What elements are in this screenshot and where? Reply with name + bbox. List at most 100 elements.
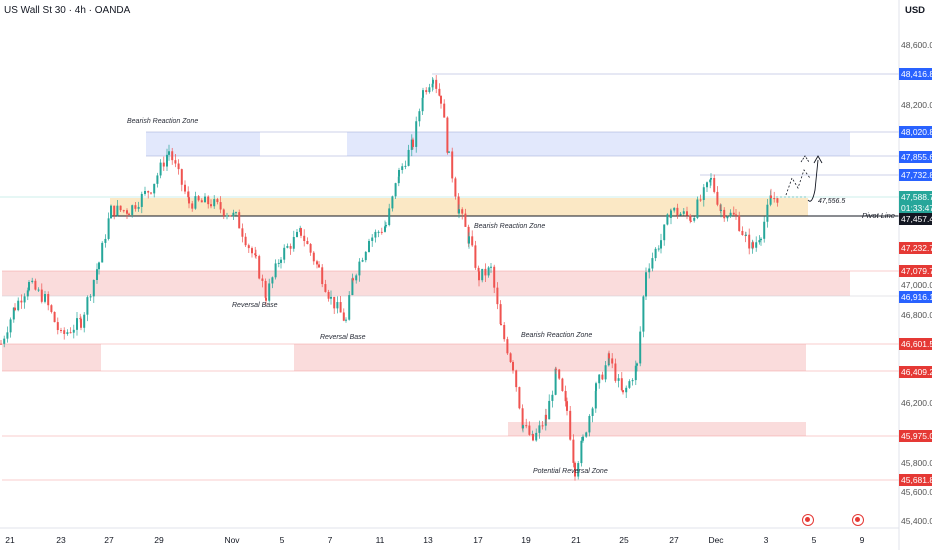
candle-body [174, 160, 177, 164]
candle-body [69, 332, 72, 334]
candle-body [333, 296, 336, 309]
price-badge: 48,020.8 [899, 126, 932, 138]
date-tick: Dec [708, 535, 724, 545]
candle-body [538, 425, 541, 433]
candle-body [296, 231, 298, 237]
candle-body [241, 228, 244, 237]
candle-body [98, 262, 100, 270]
candle-body [693, 217, 696, 221]
candle-body [289, 246, 292, 249]
candle-body [732, 212, 735, 215]
price-badge: 46,601.5 [899, 338, 932, 350]
candle-body [53, 311, 56, 323]
candle-body [555, 368, 557, 370]
candle-body [384, 226, 386, 232]
candle-body [625, 387, 628, 393]
candle-body [156, 175, 159, 184]
candle-body [755, 242, 758, 248]
date-tick: 23 [56, 535, 66, 545]
candle-body [119, 205, 122, 211]
candle-body [6, 332, 9, 339]
candle-body [418, 111, 421, 122]
candle-body [184, 184, 186, 192]
date-tick: Nov [224, 535, 240, 545]
blue-zone-left [146, 132, 260, 156]
candle-body [37, 289, 40, 291]
price-badge: 47,855.6 [899, 151, 932, 163]
candle-body [3, 338, 6, 344]
price-badge: 47,232.7 [899, 242, 932, 254]
candle-body [515, 370, 518, 388]
candle-body [425, 90, 428, 93]
candle-body [448, 151, 450, 153]
candle-body [40, 289, 43, 302]
candle-body [564, 390, 567, 402]
candle-body [187, 191, 190, 198]
currency-label[interactable]: USD [904, 5, 926, 16]
candle-body [348, 295, 351, 320]
candle-body [144, 191, 146, 194]
level-lines [0, 73, 899, 481]
candle-body [617, 378, 620, 381]
candle-body [177, 163, 180, 170]
candle-body [622, 390, 624, 393]
annotation-bearish-top: Bearish Reaction Zone [127, 118, 199, 125]
candle-body [710, 178, 712, 180]
candle-body [352, 278, 354, 281]
candle-body [554, 368, 557, 395]
red-zone-left-mid [2, 344, 101, 371]
date-tick: 5 [279, 535, 285, 545]
candle-body [713, 178, 716, 192]
candle-body [651, 258, 654, 269]
candle-body [83, 314, 86, 328]
current-price-badge: 47,588.7 [899, 191, 932, 203]
candle-body [614, 363, 617, 381]
candle-body [394, 183, 397, 197]
candle-body [493, 266, 496, 288]
projection-arrow-head [813, 155, 823, 164]
date-tick: 27 [669, 535, 679, 545]
candle-body [446, 117, 449, 153]
candle-body [56, 322, 59, 331]
price-badge: 45,975.0 [899, 430, 932, 442]
candle-body [316, 261, 318, 265]
date-tick: 21 [5, 535, 15, 545]
candle-body [264, 280, 267, 298]
candle-body [496, 287, 499, 305]
candle-body [72, 329, 75, 333]
candle-body [131, 205, 134, 215]
candle-body [9, 319, 12, 333]
candle-body [254, 253, 257, 256]
candle-body [412, 139, 414, 147]
candle-body [648, 268, 651, 273]
candle-body [763, 221, 766, 239]
candle-body [598, 374, 601, 384]
candle-body [422, 90, 424, 98]
candle-body [137, 206, 140, 209]
candle-body [371, 237, 374, 241]
candle-body [168, 151, 170, 155]
candle-body [235, 212, 237, 214]
candle-body [471, 236, 474, 246]
candle-body [577, 463, 580, 477]
red-zone-mid [294, 344, 806, 371]
candle-body [461, 209, 464, 214]
date-tick: 7 [327, 535, 333, 545]
price-tick: 45,600.0 [901, 487, 932, 497]
candle-body [197, 196, 200, 201]
candle-body [645, 272, 647, 297]
candle-body [478, 271, 480, 281]
candle-body [720, 209, 722, 211]
us-event-flag-icon[interactable] [802, 514, 814, 526]
candle-body [358, 261, 361, 276]
candle-body [128, 213, 130, 215]
candle-body [591, 408, 594, 416]
candle-body [487, 267, 490, 276]
us-event-flag-icon[interactable] [852, 514, 864, 526]
candle-body [63, 330, 66, 334]
candle-body [107, 218, 110, 239]
candle-body [535, 432, 538, 441]
candle-body [458, 209, 460, 214]
candle-body [726, 216, 729, 219]
